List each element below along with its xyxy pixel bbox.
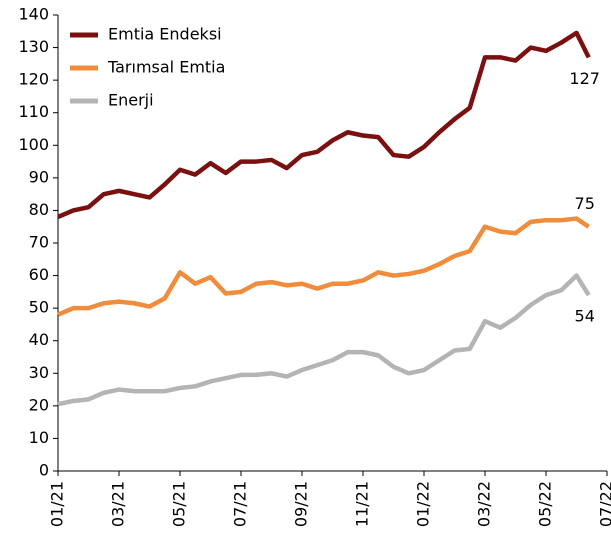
y-tick-label: 10 [29,428,49,447]
y-tick-label: 60 [29,265,49,284]
y-tick-label: 90 [29,167,49,186]
x-tick-label: 07/21 [231,481,250,527]
y-tick-label: 20 [29,395,49,414]
y-tick-label: 0 [39,461,49,480]
y-tick-label: 140 [18,5,49,24]
x-tick-label: 09/21 [292,481,311,527]
x-tick-label: 05/22 [536,481,555,527]
x-tick-label: 01/22 [414,481,433,527]
series-line [57,216,590,317]
x-tick-label: 07/22 [597,481,611,527]
y-tick-label: 120 [18,70,49,89]
x-tick-label: 11/21 [353,481,372,527]
x-tick-label: 05/21 [170,481,189,527]
legend-label: Emtia Endeksi [108,25,222,44]
y-tick-label: 130 [18,37,49,56]
y-tick-label: 80 [29,200,49,219]
y-tick-label: 40 [29,330,49,349]
end-label: 54 [575,307,595,326]
y-tick-label: 70 [29,233,49,252]
end-label: 127 [569,69,600,88]
y-tick-label: 30 [29,363,49,382]
end-label: 75 [575,194,595,213]
x-tick-label: 01/21 [48,481,67,527]
y-tick-label: 110 [18,102,49,121]
y-tick-label: 50 [29,298,49,317]
legend-label: Tarımsal Emtia [107,58,225,77]
y-tick-label: 100 [18,135,49,154]
x-tick-label: 03/21 [109,481,128,527]
x-tick-label: 03/22 [475,481,494,527]
series-line [57,273,591,407]
legend-label: Enerji [108,91,154,110]
series-line [57,30,591,220]
